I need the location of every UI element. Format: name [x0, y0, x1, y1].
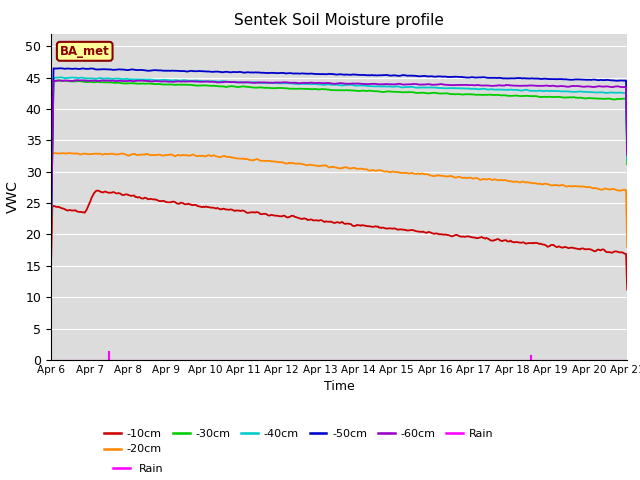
-20cm — [391, 169, 399, 175]
Line: -30cm: -30cm — [51, 81, 627, 220]
-60cm — [611, 84, 618, 90]
-50cm — [56, 65, 64, 71]
-40cm — [520, 87, 528, 93]
-50cm — [520, 75, 528, 81]
-30cm — [360, 88, 368, 94]
Line: -40cm: -40cm — [51, 77, 627, 219]
Line: -60cm: -60cm — [51, 80, 627, 220]
-20cm — [322, 162, 330, 168]
-30cm — [326, 87, 333, 93]
-30cm — [322, 86, 330, 92]
-30cm — [50, 78, 58, 84]
-40cm — [623, 157, 631, 163]
-50cm — [47, 211, 55, 217]
-30cm — [391, 89, 399, 95]
-10cm — [326, 219, 333, 225]
-50cm — [391, 72, 399, 78]
-50cm — [360, 72, 368, 78]
-60cm — [360, 81, 368, 87]
-40cm — [360, 83, 368, 88]
Title: Sentek Soil Moisture profile: Sentek Soil Moisture profile — [234, 13, 444, 28]
-40cm — [47, 216, 55, 222]
-20cm — [520, 179, 528, 185]
-40cm — [56, 74, 64, 80]
-30cm — [520, 93, 528, 99]
Legend: Rain: Rain — [109, 459, 168, 479]
-40cm — [391, 84, 399, 89]
-50cm — [322, 72, 330, 77]
Line: -50cm: -50cm — [51, 68, 627, 214]
-10cm — [322, 218, 330, 224]
-60cm — [326, 80, 333, 86]
-60cm — [520, 83, 528, 88]
-60cm — [74, 77, 81, 83]
Y-axis label: VWC: VWC — [6, 180, 20, 213]
-10cm — [520, 240, 528, 246]
-10cm — [360, 222, 368, 228]
Line: -10cm: -10cm — [51, 191, 627, 289]
-60cm — [47, 217, 55, 223]
-10cm — [623, 287, 631, 292]
-30cm — [47, 217, 55, 223]
Line: -20cm: -20cm — [51, 153, 627, 247]
-40cm — [611, 90, 618, 96]
-20cm — [326, 165, 333, 170]
-30cm — [611, 96, 618, 102]
-40cm — [322, 82, 330, 87]
-50cm — [623, 147, 631, 153]
-50cm — [326, 71, 333, 77]
-20cm — [360, 167, 368, 172]
-50cm — [611, 78, 618, 84]
-60cm — [322, 80, 330, 86]
-10cm — [47, 254, 55, 260]
-60cm — [623, 153, 631, 158]
-10cm — [93, 188, 101, 193]
X-axis label: Time: Time — [324, 381, 355, 394]
-10cm — [391, 226, 399, 231]
-20cm — [623, 244, 631, 250]
-40cm — [326, 82, 333, 87]
-20cm — [49, 150, 56, 156]
-10cm — [611, 249, 618, 254]
-60cm — [391, 82, 399, 87]
-20cm — [611, 187, 618, 192]
-30cm — [623, 161, 631, 167]
Text: BA_met: BA_met — [60, 45, 109, 58]
-20cm — [47, 218, 55, 224]
